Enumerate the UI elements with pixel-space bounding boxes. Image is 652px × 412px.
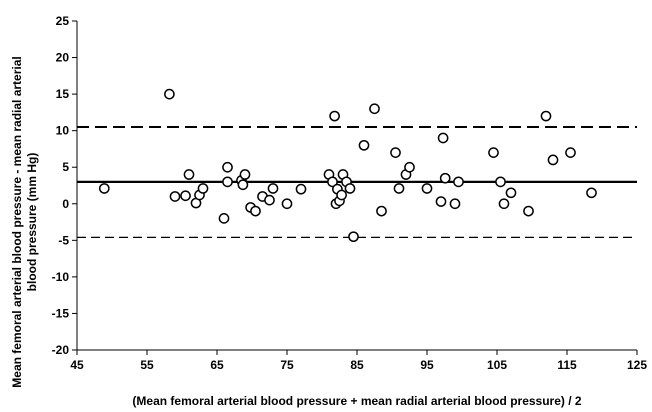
data-point: [565, 147, 576, 158]
data-point: [239, 169, 251, 180]
x-tick-label: 125: [627, 358, 647, 372]
y-tick-label: 20: [56, 51, 70, 65]
data-point: [523, 205, 534, 217]
data-point: [421, 183, 433, 194]
data-point: [327, 176, 338, 188]
data-point: [348, 231, 359, 243]
y-tick-label: -20: [52, 343, 70, 357]
y-axis-title-line-2: blood pressure (mm Hg): [25, 153, 39, 292]
data-point: [449, 198, 461, 210]
data-point: [218, 213, 230, 224]
x-axis-title: (Mean femoral arterial blood pressure + …: [132, 394, 581, 408]
data-point: [540, 110, 552, 122]
data-point: [404, 161, 415, 173]
y-tick-label: -10: [52, 270, 70, 284]
x-tick-label: 85: [350, 358, 364, 372]
x-tick-label: 45: [70, 358, 84, 372]
data-point: [164, 88, 175, 100]
data-point: [222, 161, 233, 173]
reference-lines: [77, 126, 637, 239]
data-point: [393, 183, 405, 194]
x-axis-ticks: 45 55 65 75 85 95 105 115 125: [70, 350, 647, 372]
data-point: [237, 179, 249, 191]
data-point: [586, 187, 597, 199]
y-tick-label: 10: [56, 124, 70, 138]
data-point: [498, 198, 510, 210]
x-tick-label: 115: [557, 358, 577, 372]
data-point: [222, 176, 233, 188]
data-point: [98, 183, 110, 194]
data-point: [439, 172, 451, 184]
y-axis-title-line-1: Mean femoral arterial blood pressure - m…: [10, 56, 24, 387]
y-tick-label: 0: [62, 197, 69, 211]
x-tick-label: 55: [140, 358, 154, 372]
data-point: [169, 191, 181, 202]
data-point: [281, 198, 293, 210]
x-tick-label: 95: [420, 358, 434, 372]
data-point: [336, 189, 347, 201]
y-tick-label: -15: [52, 306, 70, 320]
y-tick-label: -5: [58, 233, 69, 247]
y-tick-label: 25: [56, 14, 70, 28]
data-point: [437, 132, 449, 144]
x-tick-label: 65: [210, 358, 224, 372]
data-point: [453, 176, 464, 188]
data-point: [197, 183, 209, 194]
data-point: [547, 154, 559, 166]
data-point: [358, 139, 370, 151]
y-tick-label: 15: [56, 87, 70, 101]
data-point: [295, 183, 307, 195]
data-point: [435, 196, 447, 207]
data-point: [344, 183, 356, 194]
y-tick-label: 5: [62, 160, 69, 174]
data-point: [267, 183, 279, 194]
data-point: [329, 110, 340, 122]
data-point: [495, 176, 506, 188]
x-tick-label: 105: [487, 358, 507, 372]
y-axis-ticks: -20 -15 -10 -5 0 5 10 15 20 25: [52, 14, 77, 357]
plot-area: 45 55 65 75 85 95 105 115 125 -20 -15 -10 -5 0 5 10 15 2…: [52, 14, 648, 372]
data-point: [180, 190, 191, 202]
x-tick-label: 75: [280, 358, 294, 372]
y-axis-title: Mean femoral arterial blood pressure - m…: [10, 56, 39, 387]
data-point: [376, 205, 387, 217]
data-point: [264, 194, 275, 206]
data-point: [183, 169, 195, 180]
data-point: [390, 147, 401, 158]
data-points: [98, 88, 597, 243]
data-point: [505, 187, 517, 199]
data-point: [369, 103, 380, 115]
data-point: [488, 147, 499, 158]
data-point: [250, 205, 261, 217]
